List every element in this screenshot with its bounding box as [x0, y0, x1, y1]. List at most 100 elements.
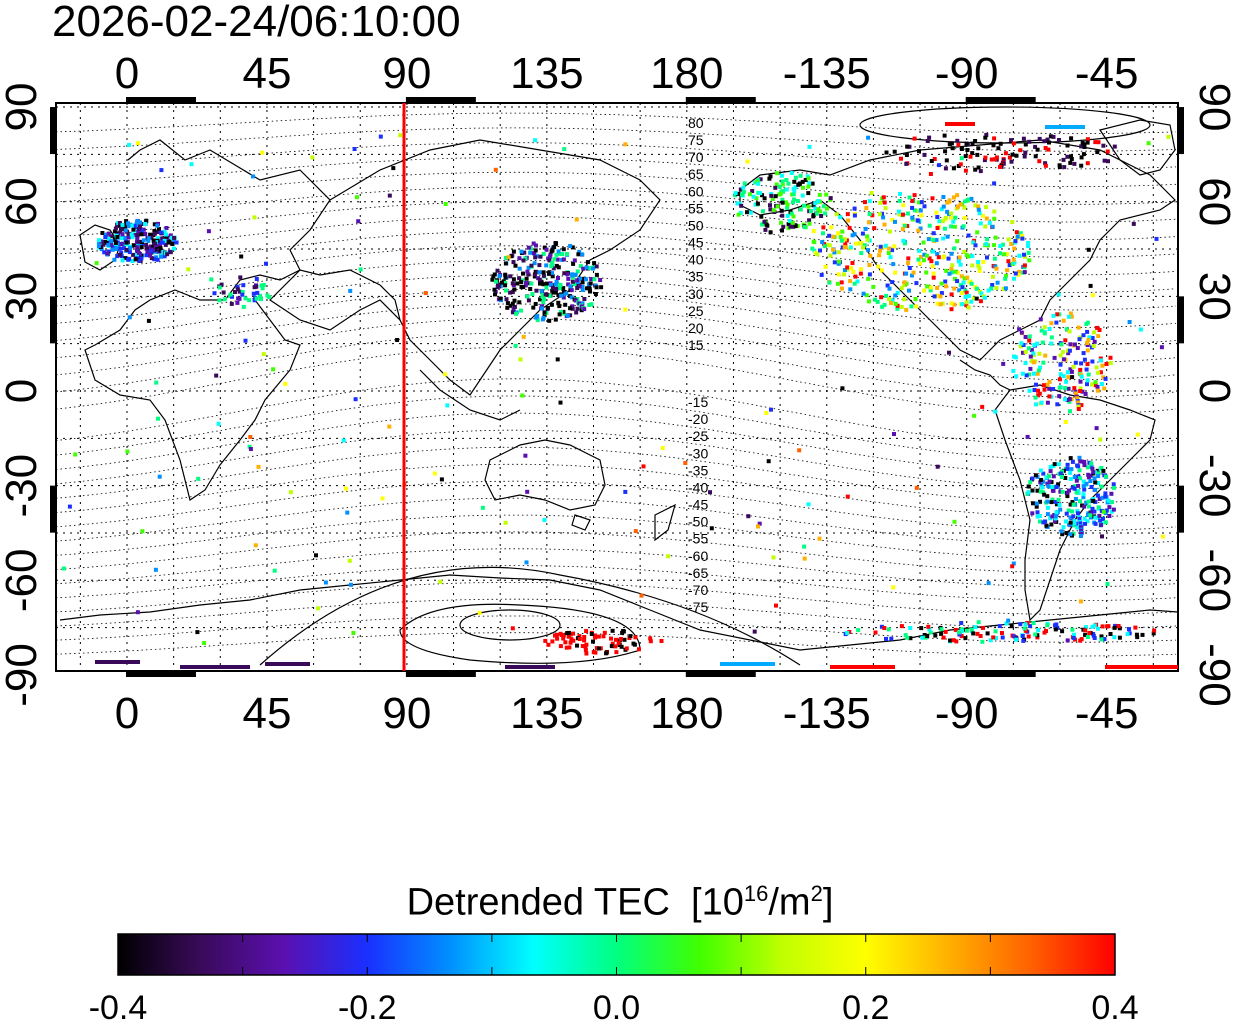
tec-point [852, 213, 857, 218]
lon-label-bottom: 0 [115, 689, 139, 738]
tec-point [1078, 367, 1083, 372]
tec-point [1027, 258, 1032, 263]
tec-point [1047, 474, 1052, 479]
tec-point [604, 651, 609, 656]
tec-point [763, 227, 768, 232]
tec-point [789, 171, 794, 175]
tec-point [806, 502, 811, 507]
tec-point [195, 630, 200, 635]
tec-point [893, 270, 898, 275]
tec-point [842, 272, 846, 277]
tec-point [120, 232, 125, 237]
tec-point [863, 226, 868, 231]
tec-point [534, 315, 539, 320]
tec-point [1011, 141, 1016, 146]
tec-point [1048, 464, 1053, 469]
tec-point [1032, 388, 1037, 392]
tec-point [964, 290, 969, 295]
tec-point [993, 264, 998, 269]
tec-point [882, 626, 887, 630]
tec-point [919, 255, 923, 259]
tec-point [539, 288, 544, 293]
tec-point [1098, 518, 1103, 523]
tec-point [739, 203, 744, 208]
tec-point [596, 634, 601, 639]
tec-point [1070, 500, 1075, 504]
tec-point [1023, 622, 1028, 627]
tec-point [931, 275, 936, 280]
magnetic-contour [56, 514, 1177, 560]
tec-point [120, 223, 125, 228]
tec-point [124, 219, 129, 224]
tec-point [168, 250, 173, 255]
tec-point [1006, 618, 1011, 623]
tec-point [907, 144, 912, 149]
tec-point [1049, 321, 1054, 326]
tec-point [990, 283, 995, 287]
tec-point [163, 242, 168, 247]
tec-point [806, 191, 811, 196]
tec-point [355, 195, 359, 200]
tec-point [260, 150, 265, 155]
tec-point [660, 446, 665, 450]
tec-point [1031, 501, 1035, 506]
tec-point [1023, 335, 1028, 339]
tec-point [1065, 490, 1070, 495]
tec-point [1009, 159, 1014, 164]
lat-label-right: -90 [1190, 643, 1239, 707]
tec-point [577, 634, 582, 639]
tec-point [570, 273, 574, 278]
tec-point [1078, 459, 1083, 464]
tec-point [1073, 497, 1078, 501]
tec-point [1083, 521, 1087, 526]
tec-point [243, 338, 248, 343]
tec-point [852, 206, 857, 211]
tec-point [251, 291, 256, 296]
tec-point [950, 263, 955, 268]
tec-point [1028, 624, 1033, 628]
tec-point [756, 181, 761, 186]
tec-point [1012, 246, 1017, 251]
tec-point [550, 274, 555, 279]
tec-point [932, 294, 937, 299]
tec-point [576, 252, 581, 257]
tec-point [935, 464, 940, 469]
tec-point [1084, 481, 1089, 486]
tec-point [924, 253, 929, 258]
tec-point [1096, 140, 1101, 145]
tec-point [821, 204, 826, 209]
tec-point [951, 638, 956, 643]
magnetic-contour [56, 429, 1177, 489]
tec-point [992, 256, 997, 261]
tec-point [505, 305, 510, 310]
tec-point [554, 287, 559, 291]
tec-point [1093, 521, 1098, 526]
tec-point [560, 252, 565, 257]
tec-point [594, 264, 599, 269]
tec-point [1044, 475, 1049, 480]
tec-point [562, 290, 566, 294]
tec-point [159, 254, 164, 259]
tec-point [566, 282, 571, 287]
tec-point [819, 272, 824, 277]
tec-point [944, 268, 949, 273]
tec-point [970, 141, 975, 146]
tec-point [99, 247, 104, 252]
contour-label: 70 [688, 149, 704, 165]
tec-point [1066, 314, 1071, 319]
tec-point [949, 292, 954, 297]
tec-point [769, 193, 774, 198]
lat-label-left: 0 [0, 379, 46, 403]
tec-point [398, 133, 403, 138]
tec-point [958, 262, 963, 267]
tec-point [580, 644, 585, 648]
tec-point [575, 269, 580, 274]
top-tick-bar [685, 97, 756, 103]
tec-point [907, 266, 912, 270]
tec-point [565, 313, 570, 318]
top-tick-bar [405, 97, 476, 103]
tec-point [1068, 409, 1072, 414]
tec-point [878, 244, 883, 249]
tec-point [568, 244, 573, 248]
tec-point [813, 201, 818, 206]
